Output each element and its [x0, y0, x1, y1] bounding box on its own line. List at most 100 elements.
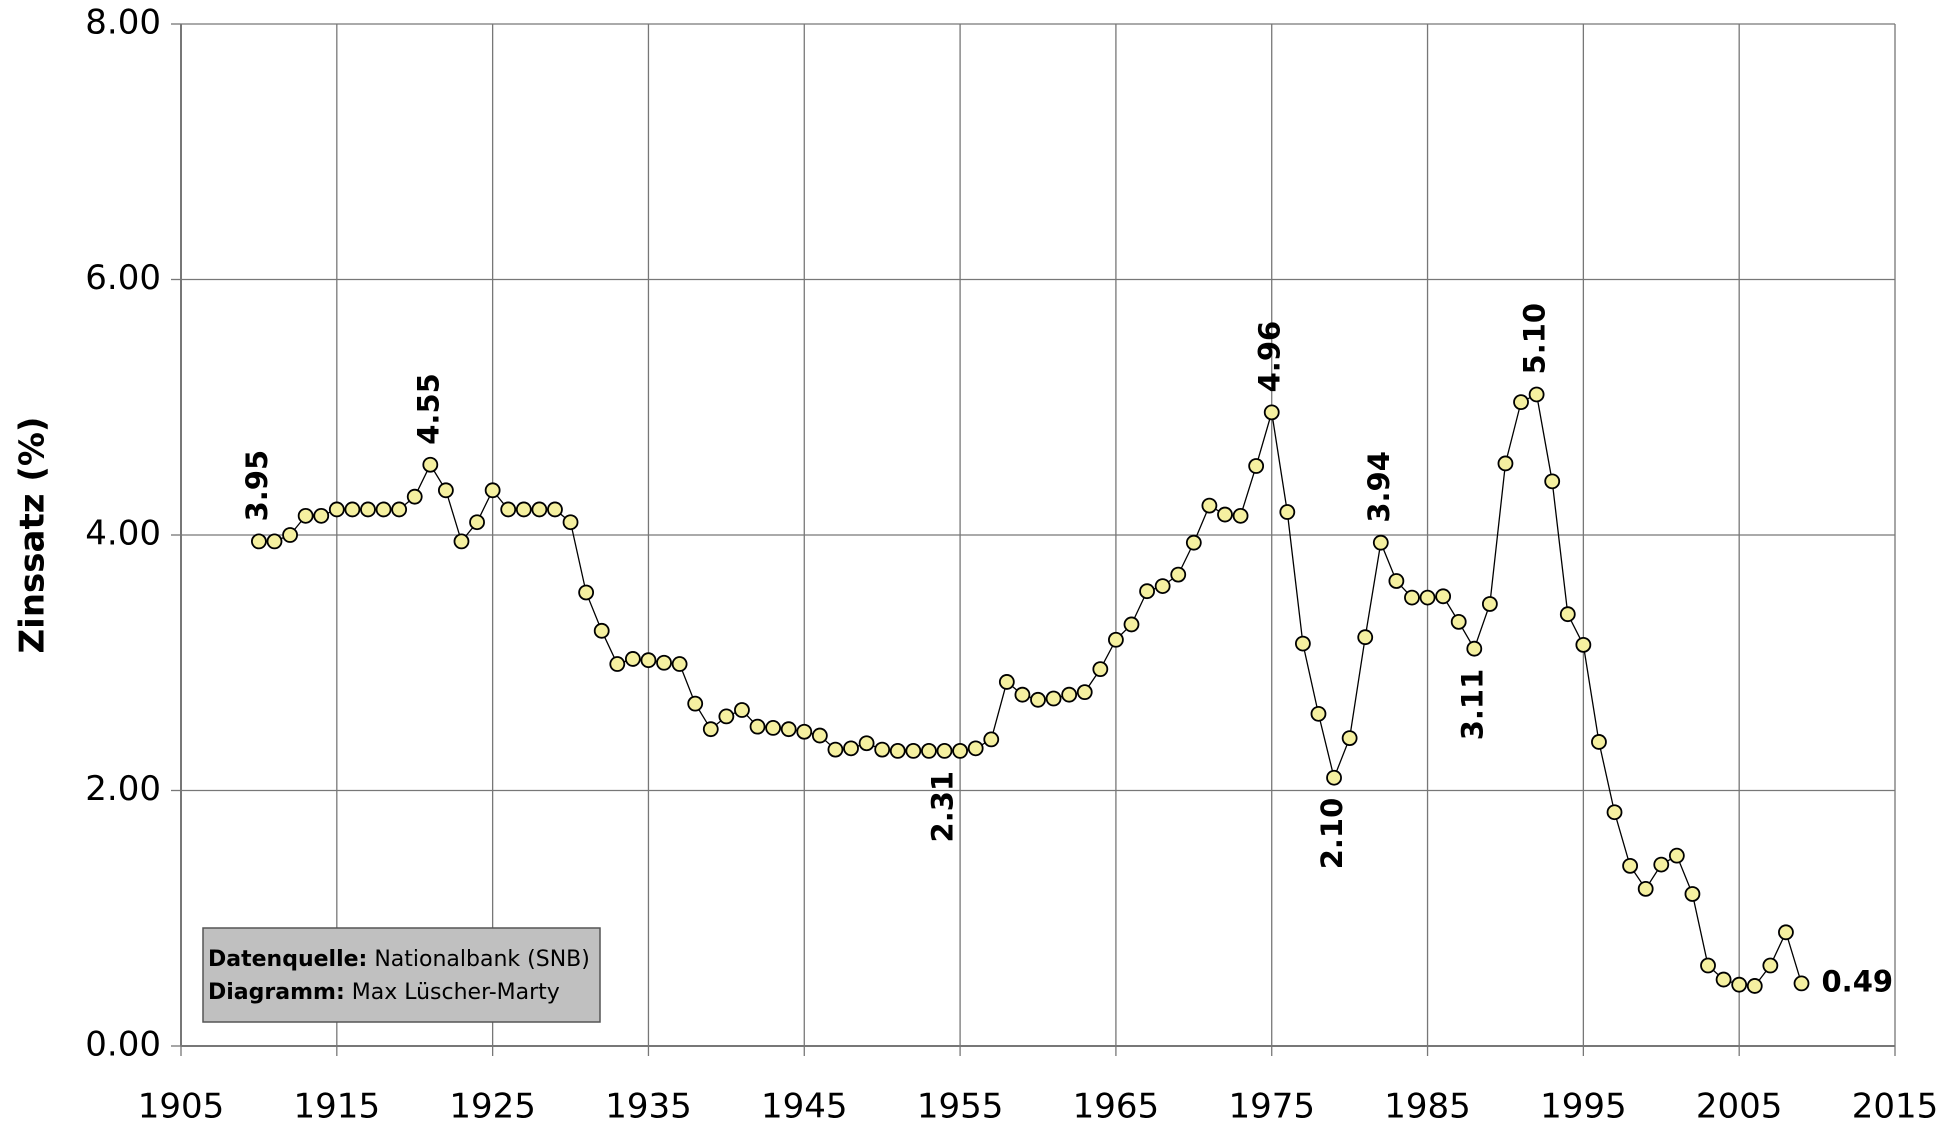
point	[251, 533, 267, 550]
point	[500, 501, 517, 518]
point	[391, 501, 408, 518]
x-tick-label: 1965	[1073, 1087, 1160, 1123]
x-tick-label: 2005	[1696, 1087, 1783, 1123]
point	[344, 501, 361, 518]
point	[578, 584, 595, 601]
x-tick-label: 1985	[1384, 1087, 1471, 1123]
point	[998, 674, 1015, 690]
point	[1606, 804, 1623, 821]
point	[827, 741, 844, 758]
x-tick-label: 1955	[917, 1087, 1004, 1123]
point	[1154, 578, 1171, 594]
point	[671, 656, 688, 672]
x-tick-label: 1935	[605, 1087, 692, 1123]
point	[640, 652, 657, 669]
point	[1170, 566, 1187, 583]
point	[1310, 705, 1327, 722]
point	[1731, 976, 1748, 993]
point	[515, 501, 532, 518]
point	[889, 742, 906, 759]
point	[1419, 589, 1436, 606]
point	[1637, 880, 1654, 897]
point	[1591, 734, 1607, 750]
point	[266, 533, 283, 550]
point	[1279, 504, 1296, 520]
point	[843, 740, 859, 757]
point	[1217, 506, 1233, 523]
point	[1528, 386, 1545, 403]
source-label: Datenquelle:	[208, 947, 367, 972]
y-tick-label: 2.00	[85, 769, 161, 809]
point	[1684, 886, 1701, 902]
point	[1762, 957, 1779, 974]
point	[282, 527, 298, 543]
point	[1030, 691, 1046, 708]
source-label: Diagramm:	[208, 980, 345, 1005]
data-label: 3.11	[1455, 669, 1489, 741]
point	[469, 514, 485, 531]
point	[1450, 613, 1467, 630]
data-label: 3.95	[240, 450, 274, 522]
point	[702, 721, 719, 738]
x-tick-label: 1915	[294, 1087, 381, 1123]
data-label: 4.55	[411, 373, 445, 445]
point	[1388, 573, 1405, 589]
point	[1076, 684, 1093, 701]
point	[624, 651, 641, 667]
x-tick-label: 1925	[449, 1087, 536, 1123]
point	[1793, 975, 1810, 992]
point	[718, 708, 735, 725]
point	[983, 731, 1000, 748]
point	[1341, 730, 1358, 747]
point	[1248, 458, 1265, 474]
point	[1045, 690, 1062, 707]
point	[297, 507, 314, 524]
point	[1700, 957, 1716, 974]
point	[313, 507, 330, 524]
source-value: Nationalbank (SNB)	[374, 947, 589, 972]
point	[656, 654, 672, 671]
point	[1061, 686, 1078, 703]
y-tick-label: 0.00	[85, 1025, 161, 1065]
point	[1108, 631, 1124, 648]
point	[1139, 583, 1155, 600]
point	[437, 482, 454, 499]
point	[1513, 394, 1529, 411]
source-value: Max Lüscher-Marty	[352, 980, 560, 1005]
point	[1622, 857, 1639, 874]
point	[562, 514, 579, 531]
point	[952, 742, 968, 759]
source-text: Datenquelle: Nationalbank (SNB)	[208, 947, 590, 972]
point	[1746, 978, 1763, 994]
y-tick-label: 4.00	[85, 514, 161, 554]
x-tick-label: 1905	[138, 1087, 225, 1123]
point	[936, 742, 953, 759]
point	[1326, 769, 1342, 786]
data-label: 0.49	[1822, 964, 1894, 998]
point	[484, 482, 501, 499]
y-tick-label: 8.00	[85, 3, 161, 43]
point	[1653, 856, 1670, 873]
point	[360, 501, 376, 518]
point	[1014, 686, 1031, 703]
y-tick-label: 6.00	[85, 258, 161, 298]
point	[1435, 588, 1452, 605]
point	[1497, 455, 1514, 472]
point	[874, 741, 891, 758]
point	[765, 720, 782, 736]
x-tick-label: 2015	[1852, 1087, 1939, 1123]
data-label: 2.31	[926, 771, 960, 843]
point	[1559, 606, 1576, 623]
point	[1357, 629, 1374, 646]
point	[749, 718, 766, 735]
point	[1778, 924, 1794, 941]
point	[811, 727, 828, 744]
point	[1544, 473, 1561, 490]
point	[453, 533, 470, 550]
point	[375, 501, 392, 518]
point	[1092, 661, 1109, 678]
point	[734, 702, 750, 718]
point	[593, 622, 610, 639]
